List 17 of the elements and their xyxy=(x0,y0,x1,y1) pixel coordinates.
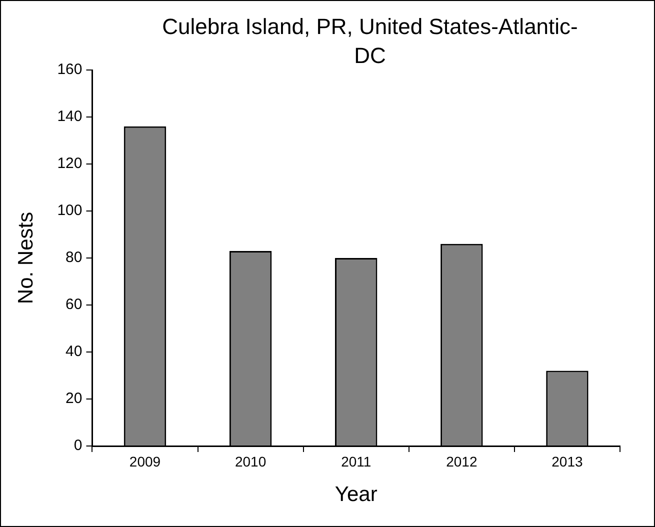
y-tick-label: 20 xyxy=(66,390,82,408)
y-axis-title: No. Nests xyxy=(14,212,38,304)
x-tick-label: 2012 xyxy=(446,453,478,470)
x-tick-label: 2010 xyxy=(234,453,266,470)
x-tick-label: 2011 xyxy=(341,453,372,470)
y-tick-label: 0 xyxy=(74,437,82,454)
y-tick-label: 80 xyxy=(66,249,82,266)
y-tick-label: 100 xyxy=(57,202,82,220)
y-tick-label: 40 xyxy=(66,343,82,360)
y-tick-label: 160 xyxy=(57,61,82,78)
x-tick-label: 2009 xyxy=(129,453,161,470)
y-tick-label: 120 xyxy=(57,155,82,172)
y-tick-label: 140 xyxy=(57,108,82,126)
x-tick-label: 2013 xyxy=(552,453,584,470)
y-tick-label: 60 xyxy=(66,296,82,314)
chart-title: Culebra Island, PR, United States-Atlantic-DC xyxy=(161,13,579,70)
x-axis-title: Year xyxy=(334,483,378,506)
